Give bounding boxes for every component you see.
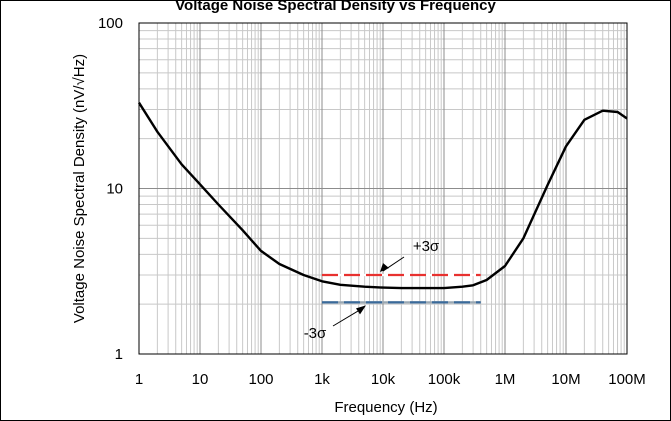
plot-border	[138, 22, 628, 355]
sigma-plus-label: +3σ	[413, 238, 440, 255]
x-tick-label: 100	[248, 371, 273, 388]
sigma-plus-arrowhead	[380, 263, 389, 273]
y-axis-label: Voltage Noise Spectral Density (nV/√Hz)	[71, 54, 88, 323]
y-tick-label: 1	[115, 346, 123, 363]
sigma-minus-label: -3σ	[304, 325, 327, 342]
x-tick-label: 1k	[314, 371, 330, 388]
noise-curve	[137, 102, 628, 290]
x-tick-label: 10k	[371, 371, 396, 388]
chart-title: Voltage Noise Spectral Density vs Freque…	[175, 0, 496, 14]
x-tick-label: 10M	[551, 371, 580, 388]
y-tick-label: 10	[106, 181, 123, 198]
x-tick-label: 100k	[428, 371, 461, 388]
sigma-minus-arrowhead	[356, 305, 366, 315]
x-tick-label: 100M	[608, 371, 646, 388]
y-tick-label: 100	[98, 15, 123, 32]
x-tick-label: 10	[192, 371, 209, 388]
x-axis-label: Frequency (Hz)	[334, 399, 437, 416]
x-tick-label: 1M	[495, 371, 516, 388]
x-tick-label: 1	[135, 371, 143, 388]
